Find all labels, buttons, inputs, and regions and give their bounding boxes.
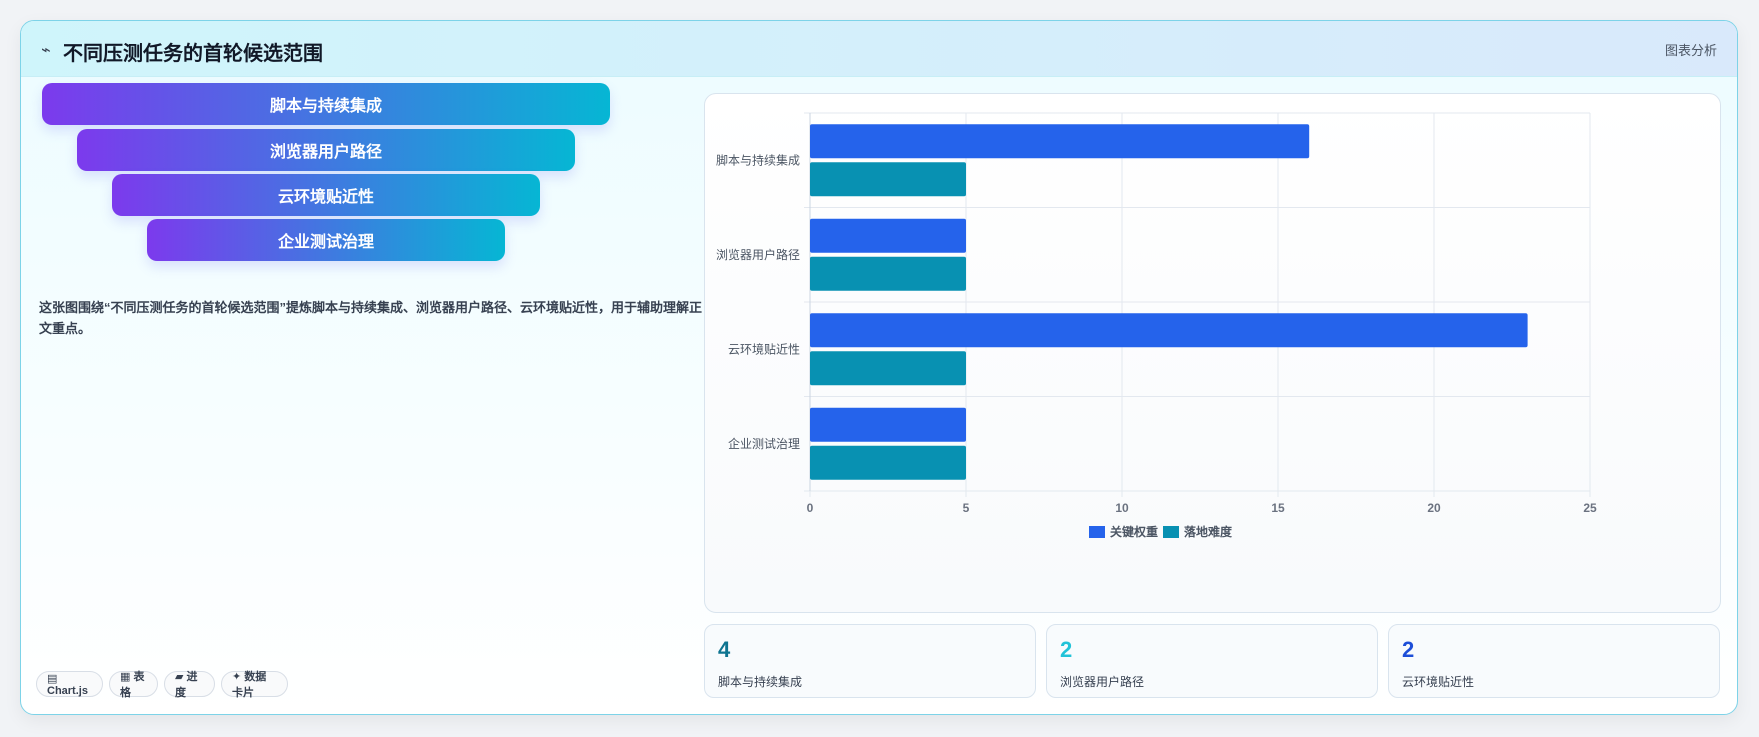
stat-label: 浏览器用户路径: [1060, 675, 1145, 689]
y-tick-label: 脚本与持续集成: [716, 152, 800, 167]
bar: [810, 124, 1310, 159]
funnel-item-label: 企业测试治理: [277, 234, 374, 251]
bar: [810, 313, 1528, 348]
pill-progress[interactable]: ▰ 进度: [164, 671, 215, 699]
x-tick-label: 10: [1115, 501, 1129, 515]
stat-card: 2 浏览器用户路径: [1046, 624, 1378, 698]
pill-table[interactable]: ▦ 表格: [109, 671, 158, 699]
funnel-item: 脚本与持续集成: [42, 83, 610, 125]
legend-swatch: [1163, 526, 1179, 538]
y-tick-label: 企业测试治理: [728, 436, 800, 451]
x-tick-label: 20: [1427, 501, 1441, 515]
legend-swatch: [1089, 526, 1105, 538]
stat-card: 4 脚本与持续集成: [704, 624, 1036, 698]
chart-card: ⌁ 不同压测任务的首轮候选范围 图表分析 脚本与持续集成 浏览器用户路径 云环境…: [20, 20, 1738, 715]
funnel-item-label: 浏览器用户路径: [269, 144, 382, 161]
x-tick-label: 5: [963, 501, 970, 515]
x-tick-label: 15: [1271, 501, 1285, 515]
stat-label: 云环境贴近性: [1402, 675, 1475, 689]
bar-chart: 0 5 10 15 20 25 脚本与持续集成浏览器用户路径云环境贴近性企业测试治理关键权重…: [716, 112, 1597, 539]
x-tick-label: 25: [1583, 501, 1597, 515]
funnel-item-label: 脚本与持续集成: [269, 98, 382, 115]
stat-value: 2: [1402, 637, 1415, 662]
page-title: 不同压测任务的首轮候选范围: [63, 43, 323, 65]
pill-data-card[interactable]: ✦ 数据卡片: [221, 671, 288, 699]
bar: [810, 351, 966, 386]
pill-label: ▦ 表格: [120, 671, 145, 699]
stat-card: 2 云环境贴近性: [1388, 624, 1720, 698]
bar: [810, 407, 966, 442]
pill-chartjs[interactable]: ▤ Chart.js: [36, 671, 103, 697]
chart-description: 这张图围绕“不同压测任务的首轮候选范围”提炼脚本与持续集成、浏览器用户路径、云环…: [39, 300, 703, 336]
legend-label: 关键权重: [1110, 524, 1158, 539]
funnel-item: 浏览器用户路径: [77, 129, 575, 171]
funnel-item: 云环境贴近性: [112, 174, 540, 216]
pulse-icon: ⌁: [41, 40, 51, 59]
bar: [810, 445, 966, 480]
legend-label: 落地难度: [1184, 524, 1233, 539]
x-tick-label: 0: [807, 501, 814, 515]
bar: [810, 256, 966, 291]
y-tick-label: 云环境贴近性: [728, 341, 800, 356]
card-header: ⌁ 不同压测任务的首轮候选范围 图表分析: [21, 21, 1737, 77]
chart-panel: 0 5 10 15 20 25 脚本与持续集成 浏览器用户路径云环境贴近性 企业测试治理关键权重…: [704, 93, 1721, 613]
pill-label: ▤ Chart.js: [47, 672, 88, 697]
y-tick-label: 浏览器用户路径: [716, 247, 800, 262]
funnel-item: 企业测试治理: [147, 219, 505, 261]
bar: [810, 218, 966, 253]
funnel-item-label: 云环境贴近性: [277, 189, 374, 206]
pill-label: ▰ 进度: [175, 671, 198, 699]
header-tag: 图表分析: [1664, 43, 1717, 58]
pill-label: ✦ 数据卡片: [232, 671, 267, 699]
bar: [810, 162, 966, 197]
stat-value: 4: [718, 637, 731, 662]
stat-value: 2: [1060, 637, 1073, 662]
stat-label: 脚本与持续集成: [718, 675, 803, 689]
